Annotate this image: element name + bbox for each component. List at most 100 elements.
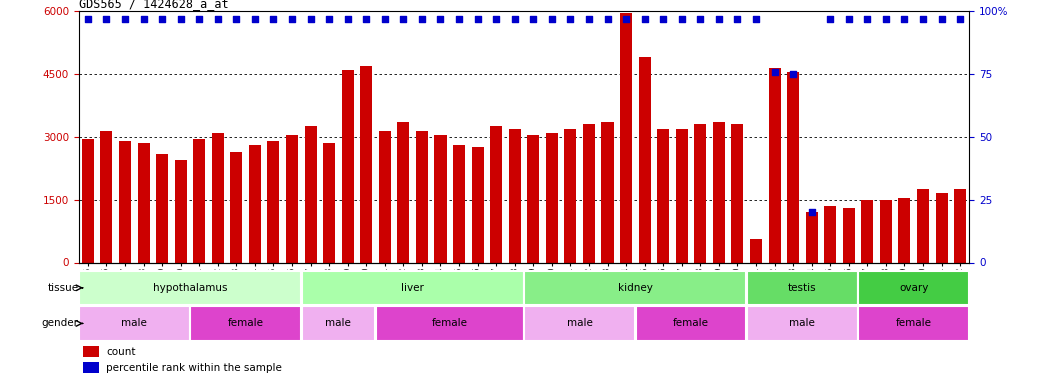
Text: female: female [896,318,932,328]
Bar [435,135,446,262]
Point [228,16,245,22]
Bar [747,271,857,305]
Text: hypothalamus: hypothalamus [153,283,227,293]
Bar [602,122,613,262]
Bar [508,129,521,262]
Bar [156,154,168,262]
Bar [83,362,100,374]
Point [172,16,189,22]
Bar [565,129,576,262]
Bar [657,129,670,262]
Bar [82,139,94,262]
Point [395,16,412,22]
Bar [676,129,687,262]
Bar [175,160,187,262]
Bar [212,133,224,262]
Bar [861,200,873,262]
Bar [472,147,483,262]
Text: male: male [326,318,351,328]
Point [135,16,152,22]
Point [302,16,319,22]
Bar [193,139,205,262]
Point [246,16,263,22]
Bar [101,130,112,262]
Bar [305,126,316,262]
Bar [747,306,857,340]
Bar [302,271,524,305]
Text: male: male [567,318,592,328]
Point [451,16,467,22]
Point [99,16,115,22]
Point [321,16,337,22]
Bar [79,271,301,305]
Point [340,16,356,22]
Bar [787,72,800,262]
Bar [397,122,410,262]
Point [822,16,838,22]
Bar [858,306,969,340]
Bar [546,133,558,262]
Point [116,16,133,22]
Point [599,16,616,22]
Point [470,16,486,22]
Point [210,16,226,22]
Bar [361,66,372,262]
Text: male: male [789,318,815,328]
Bar [490,126,502,262]
Point [581,16,597,22]
Bar [119,141,131,262]
Bar [636,306,746,340]
Text: female: female [432,318,467,328]
Point [357,16,374,22]
Point [284,16,301,22]
Point [766,69,783,75]
Bar [524,271,746,305]
Text: testis: testis [788,283,816,293]
Text: liver: liver [401,283,424,293]
Bar [416,130,428,262]
Bar [936,194,947,262]
Text: count: count [106,347,135,357]
Bar [79,306,190,340]
Bar [713,122,725,262]
Bar [583,124,595,262]
Point [840,16,857,22]
Bar [248,145,261,262]
Point [487,16,504,22]
Bar [191,306,301,340]
Bar [323,143,335,262]
Bar [267,141,280,262]
Point [544,16,561,22]
Bar [768,68,781,262]
Point [562,16,578,22]
Bar [898,198,911,262]
Text: kidney: kidney [618,283,653,293]
Bar [378,130,391,262]
Bar [83,346,100,357]
Point [432,16,449,22]
Bar [917,189,929,262]
Point [952,16,968,22]
Point [414,16,431,22]
Point [636,16,653,22]
Bar [231,152,242,262]
Text: GDS565 / 1424628_a_at: GDS565 / 1424628_a_at [79,0,228,10]
Bar [342,70,354,262]
Bar [453,145,465,262]
Point [506,16,523,22]
Point [729,16,746,22]
Bar [843,208,855,262]
Point [80,16,96,22]
Point [265,16,282,22]
Text: male: male [122,318,147,328]
Point [655,16,672,22]
Point [191,16,208,22]
Text: tissue: tissue [47,283,79,293]
Point [785,71,802,77]
Text: female: female [227,318,264,328]
Bar [137,143,150,262]
Bar [824,206,836,262]
Bar [858,271,969,305]
Point [617,16,634,22]
Point [674,16,691,22]
